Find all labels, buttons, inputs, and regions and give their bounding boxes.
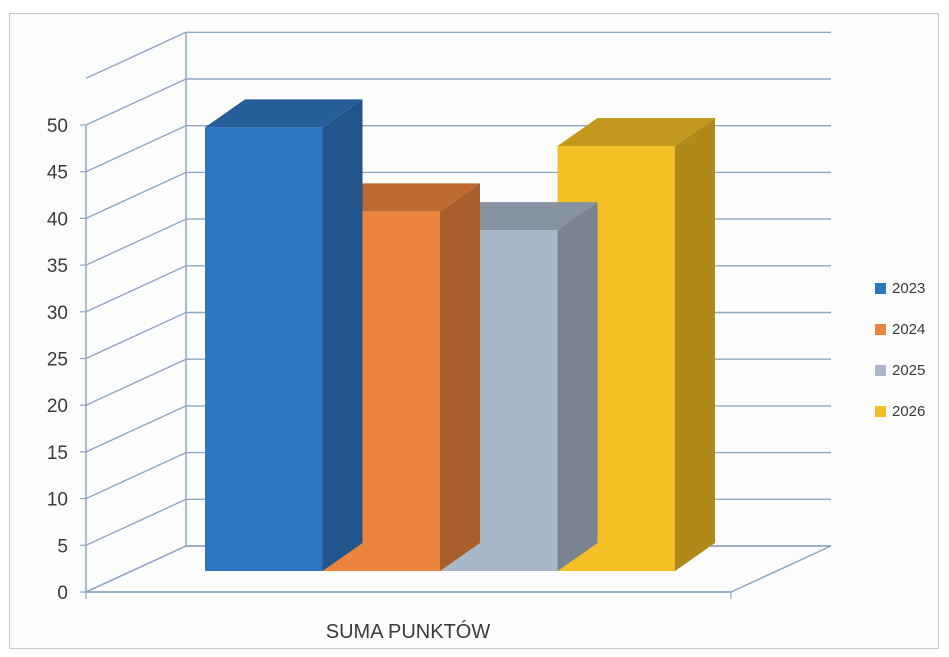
legend: 2023 2024 2025 2026 [875, 268, 925, 432]
legend-item: 2025 [875, 350, 925, 391]
axes [80, 32, 732, 599]
y-tick-label: 40 [47, 209, 68, 230]
y-tick-label: 30 [47, 303, 68, 324]
gridline-diagonal [85, 125, 187, 173]
bar-side [322, 99, 363, 571]
tick-labels: 0 5 10 15 20 25 30 35 40 45 50 SUMA PUNKTÓW [47, 116, 490, 643]
gridline-diagonal [85, 218, 187, 266]
bar-side [557, 202, 598, 571]
y-tick-label: 10 [47, 490, 68, 511]
bar-side [440, 183, 480, 571]
gridline-diagonal [85, 311, 187, 360]
y-tick-label: 25 [47, 350, 68, 371]
y-tick-label: 50 [47, 116, 68, 137]
y-tick-label: 20 [47, 396, 68, 417]
y-tick-label: 45 [47, 163, 68, 184]
bar-2023 [205, 99, 363, 571]
legend-swatch-2024 [875, 324, 886, 335]
legend-label: 2024 [892, 321, 926, 338]
gridline-diagonal [85, 265, 187, 313]
y-tick-label: 0 [57, 583, 68, 604]
gridline-diagonal [85, 405, 187, 453]
gridline-diagonal [85, 451, 187, 500]
x-category-label: SUMA PUNKTÓW [326, 620, 491, 643]
legend-item: 2023 [875, 268, 925, 309]
gridline-diagonal [85, 358, 187, 406]
bar-front [205, 127, 323, 571]
bars [205, 99, 715, 571]
gridline-diagonal [85, 498, 187, 546]
legend-swatch-2025 [875, 365, 886, 376]
legend-swatch-2023 [875, 283, 886, 294]
y-tick-label: 35 [47, 256, 68, 277]
legend-item: 2026 [875, 391, 925, 432]
legend-label: 2025 [892, 362, 926, 379]
bar-side [675, 118, 715, 571]
legend-label: 2026 [892, 403, 926, 420]
y-tick-label: 15 [47, 443, 68, 464]
gridline-diagonal [85, 31, 187, 79]
y-tick-label: 5 [57, 536, 68, 557]
legend-item: 2024 [875, 309, 925, 350]
bar-top [557, 118, 715, 147]
bar-top [205, 99, 363, 128]
gridline-diagonal [85, 171, 187, 220]
gridline-diagonal [85, 545, 187, 593]
gridline-diagonal [85, 78, 187, 126]
legend-swatch-2026 [875, 406, 886, 417]
legend-label: 2023 [892, 280, 926, 297]
